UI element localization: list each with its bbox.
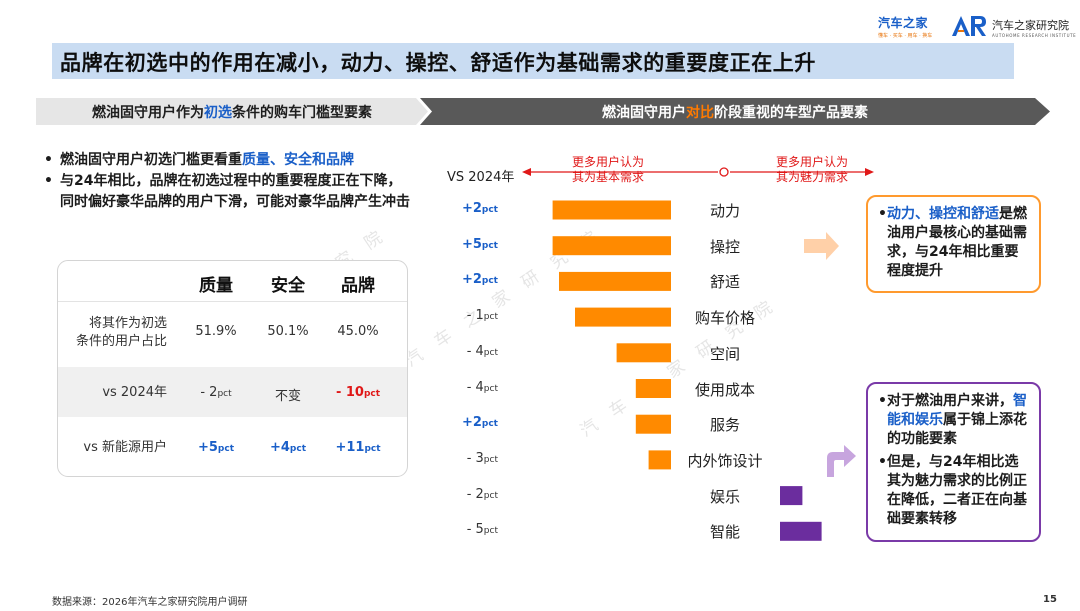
right-banner-label: 燃油固守用户对比阶段重视的车型产品要素 bbox=[602, 105, 868, 121]
row-label-share: 将其作为初选 条件的用户占比 bbox=[75, 316, 167, 349]
category-label: 舒适 bbox=[709, 273, 740, 292]
delta-label: +2pct bbox=[461, 201, 498, 216]
bar-1 bbox=[552, 236, 671, 256]
axis-arrow-left bbox=[522, 168, 531, 176]
watermark-2: 汽车之家研究院 bbox=[401, 217, 617, 372]
callout-attractive-text-1: 对于燃油用户来讲，智能和娱乐属于锦上添花的功能要素 bbox=[878, 392, 1031, 449]
axis-right-label: 更多用户认为 其为魅力需求 bbox=[776, 155, 849, 184]
institute-name-en: AUTOHOME RESEARCH INSTITUTE bbox=[992, 33, 1077, 38]
autohome-logo: 汽车之家 懂车 · 买车 · 用车 · 换车 bbox=[878, 14, 938, 40]
category-label: 智能 bbox=[709, 523, 740, 542]
bar-6 bbox=[635, 414, 671, 434]
bullet-item: 燃油固守用户初选门槛更看重质量、安全和品牌 bbox=[42, 150, 412, 171]
delta-label: - 4pct bbox=[466, 379, 498, 395]
initial-selection-table: 质量 安全 品牌 将其作为初选 条件的用户占比 51.9% 50.1% 45.0… bbox=[57, 260, 408, 477]
bar-8 bbox=[780, 486, 803, 506]
research-institute-logo: 汽车之家研究院 AUTOHOME RESEARCH INSTITUTE bbox=[950, 12, 1077, 42]
delta-label: +5pct bbox=[461, 236, 498, 252]
category-label: 购车价格 bbox=[694, 309, 755, 328]
col-header-quality: 质量 bbox=[199, 276, 233, 296]
delta-label: - 1pct bbox=[466, 308, 498, 324]
category-label: 操控 bbox=[709, 237, 740, 256]
curved-arrow-icon bbox=[827, 445, 856, 477]
logo-title: 汽车之家 bbox=[878, 16, 929, 30]
callout-attractive-text-2: 但是，与24年相比选其为魅力需求的比例正在降低，二者正在向基础要素转移 bbox=[878, 453, 1031, 529]
delta-label: +2pct bbox=[461, 272, 498, 288]
logo-subtitle: 懂车 · 买车 · 用车 · 换车 bbox=[878, 33, 933, 39]
cell-brand-share: 45.0% bbox=[337, 324, 379, 339]
page-title: 品牌在初选中的作用在减小，动力、操控、舒适作为基础需求的重要度正在上升 bbox=[60, 51, 816, 75]
header-divider bbox=[58, 301, 407, 302]
institute-name: 汽车之家研究院 bbox=[992, 19, 1069, 32]
cell-safety-vs2024: 不变 bbox=[274, 389, 301, 404]
category-label: 娱乐 bbox=[709, 487, 740, 506]
cell-quality-share: 51.9% bbox=[195, 324, 237, 339]
arrow-right-icon bbox=[804, 232, 839, 260]
bar-2 bbox=[559, 271, 671, 291]
axis-arrow-right bbox=[865, 168, 874, 176]
axis-origin-marker bbox=[719, 167, 729, 177]
row-label-vs-nev: vs 新能源用户 bbox=[83, 440, 167, 455]
page-number: 15 bbox=[1043, 594, 1057, 605]
page-title-bar: 品牌在初选中的作用在减小，动力、操控、舒适作为基础需求的重要度正在上升 bbox=[52, 43, 1014, 79]
category-label: 内外饰设计 bbox=[687, 451, 763, 470]
left-bullets: 燃油固守用户初选门槛更看重质量、安全和品牌 与24年相比，品牌在初选过程中的重要… bbox=[42, 150, 412, 213]
col-header-brand: 品牌 bbox=[341, 276, 375, 296]
col-header-safety: 安全 bbox=[271, 276, 305, 296]
delta-label: - 5pct bbox=[466, 522, 498, 538]
callout-basic-needs: 动力、操控和舒适是燃油用户最核心的基础需求，与24年相比重要程度提升 bbox=[866, 195, 1041, 293]
axis-left-label: 更多用户认为 其为基本需求 bbox=[572, 155, 645, 184]
right-section-banner: 燃油固守用户对比阶段重视的车型产品要素 bbox=[420, 98, 1050, 125]
cell-brand-vsnev: +11pct bbox=[335, 440, 381, 455]
bar-4 bbox=[616, 343, 671, 363]
bar-3 bbox=[575, 307, 671, 327]
callout-basic-text: 动力、操控和舒适是燃油用户最核心的基础需求，与24年相比重要程度提升 bbox=[878, 205, 1031, 281]
category-label: 服务 bbox=[709, 416, 740, 435]
category-label: 动力 bbox=[709, 202, 740, 220]
cell-quality-vs2024: - 2pct bbox=[200, 385, 232, 400]
category-label: 使用成本 bbox=[694, 380, 755, 399]
cell-quality-vsnev: +5pct bbox=[197, 440, 235, 455]
ar-logo-icon bbox=[952, 16, 986, 36]
table-row-shade bbox=[58, 367, 407, 417]
bar-5 bbox=[635, 379, 671, 398]
category-label: 空间 bbox=[709, 344, 740, 363]
delta-label: - 4pct bbox=[466, 343, 498, 359]
data-source: 数据来源：2026年汽车之家研究院用户调研 bbox=[52, 597, 248, 608]
left-banner-label: 燃油固守用户作为初选条件的购车门槛型要素 bbox=[92, 105, 372, 121]
banner-left-shape bbox=[36, 98, 428, 125]
chart-vs-label: VS 2024年 bbox=[447, 170, 515, 185]
cell-safety-vsnev: +4pct bbox=[269, 440, 307, 455]
delta-label: - 3pct bbox=[466, 450, 498, 466]
cell-safety-share: 50.1% bbox=[267, 324, 309, 339]
bar-0 bbox=[552, 200, 671, 220]
left-section-banner: 燃油固守用户作为初选条件的购车门槛型要素 bbox=[36, 98, 428, 125]
callout-attractive-needs: 对于燃油用户来讲，智能和娱乐属于锦上添花的功能要素 但是，与24年相比选其为魅力… bbox=[866, 382, 1041, 542]
delta-label: +2pct bbox=[461, 415, 498, 431]
row-label-vs-2024: vs 2024年 bbox=[102, 385, 167, 400]
bar-7 bbox=[648, 450, 671, 470]
cell-brand-vs2024: - 10pct bbox=[335, 385, 381, 400]
delta-label: - 2pct bbox=[466, 486, 498, 502]
banner-right-shape bbox=[420, 98, 1050, 125]
bullet-item: 与24年相比，品牌在初选过程中的重要程度正在下降，同时偏好豪华品牌的用户下滑，可… bbox=[42, 171, 412, 213]
bar-9 bbox=[780, 521, 822, 541]
